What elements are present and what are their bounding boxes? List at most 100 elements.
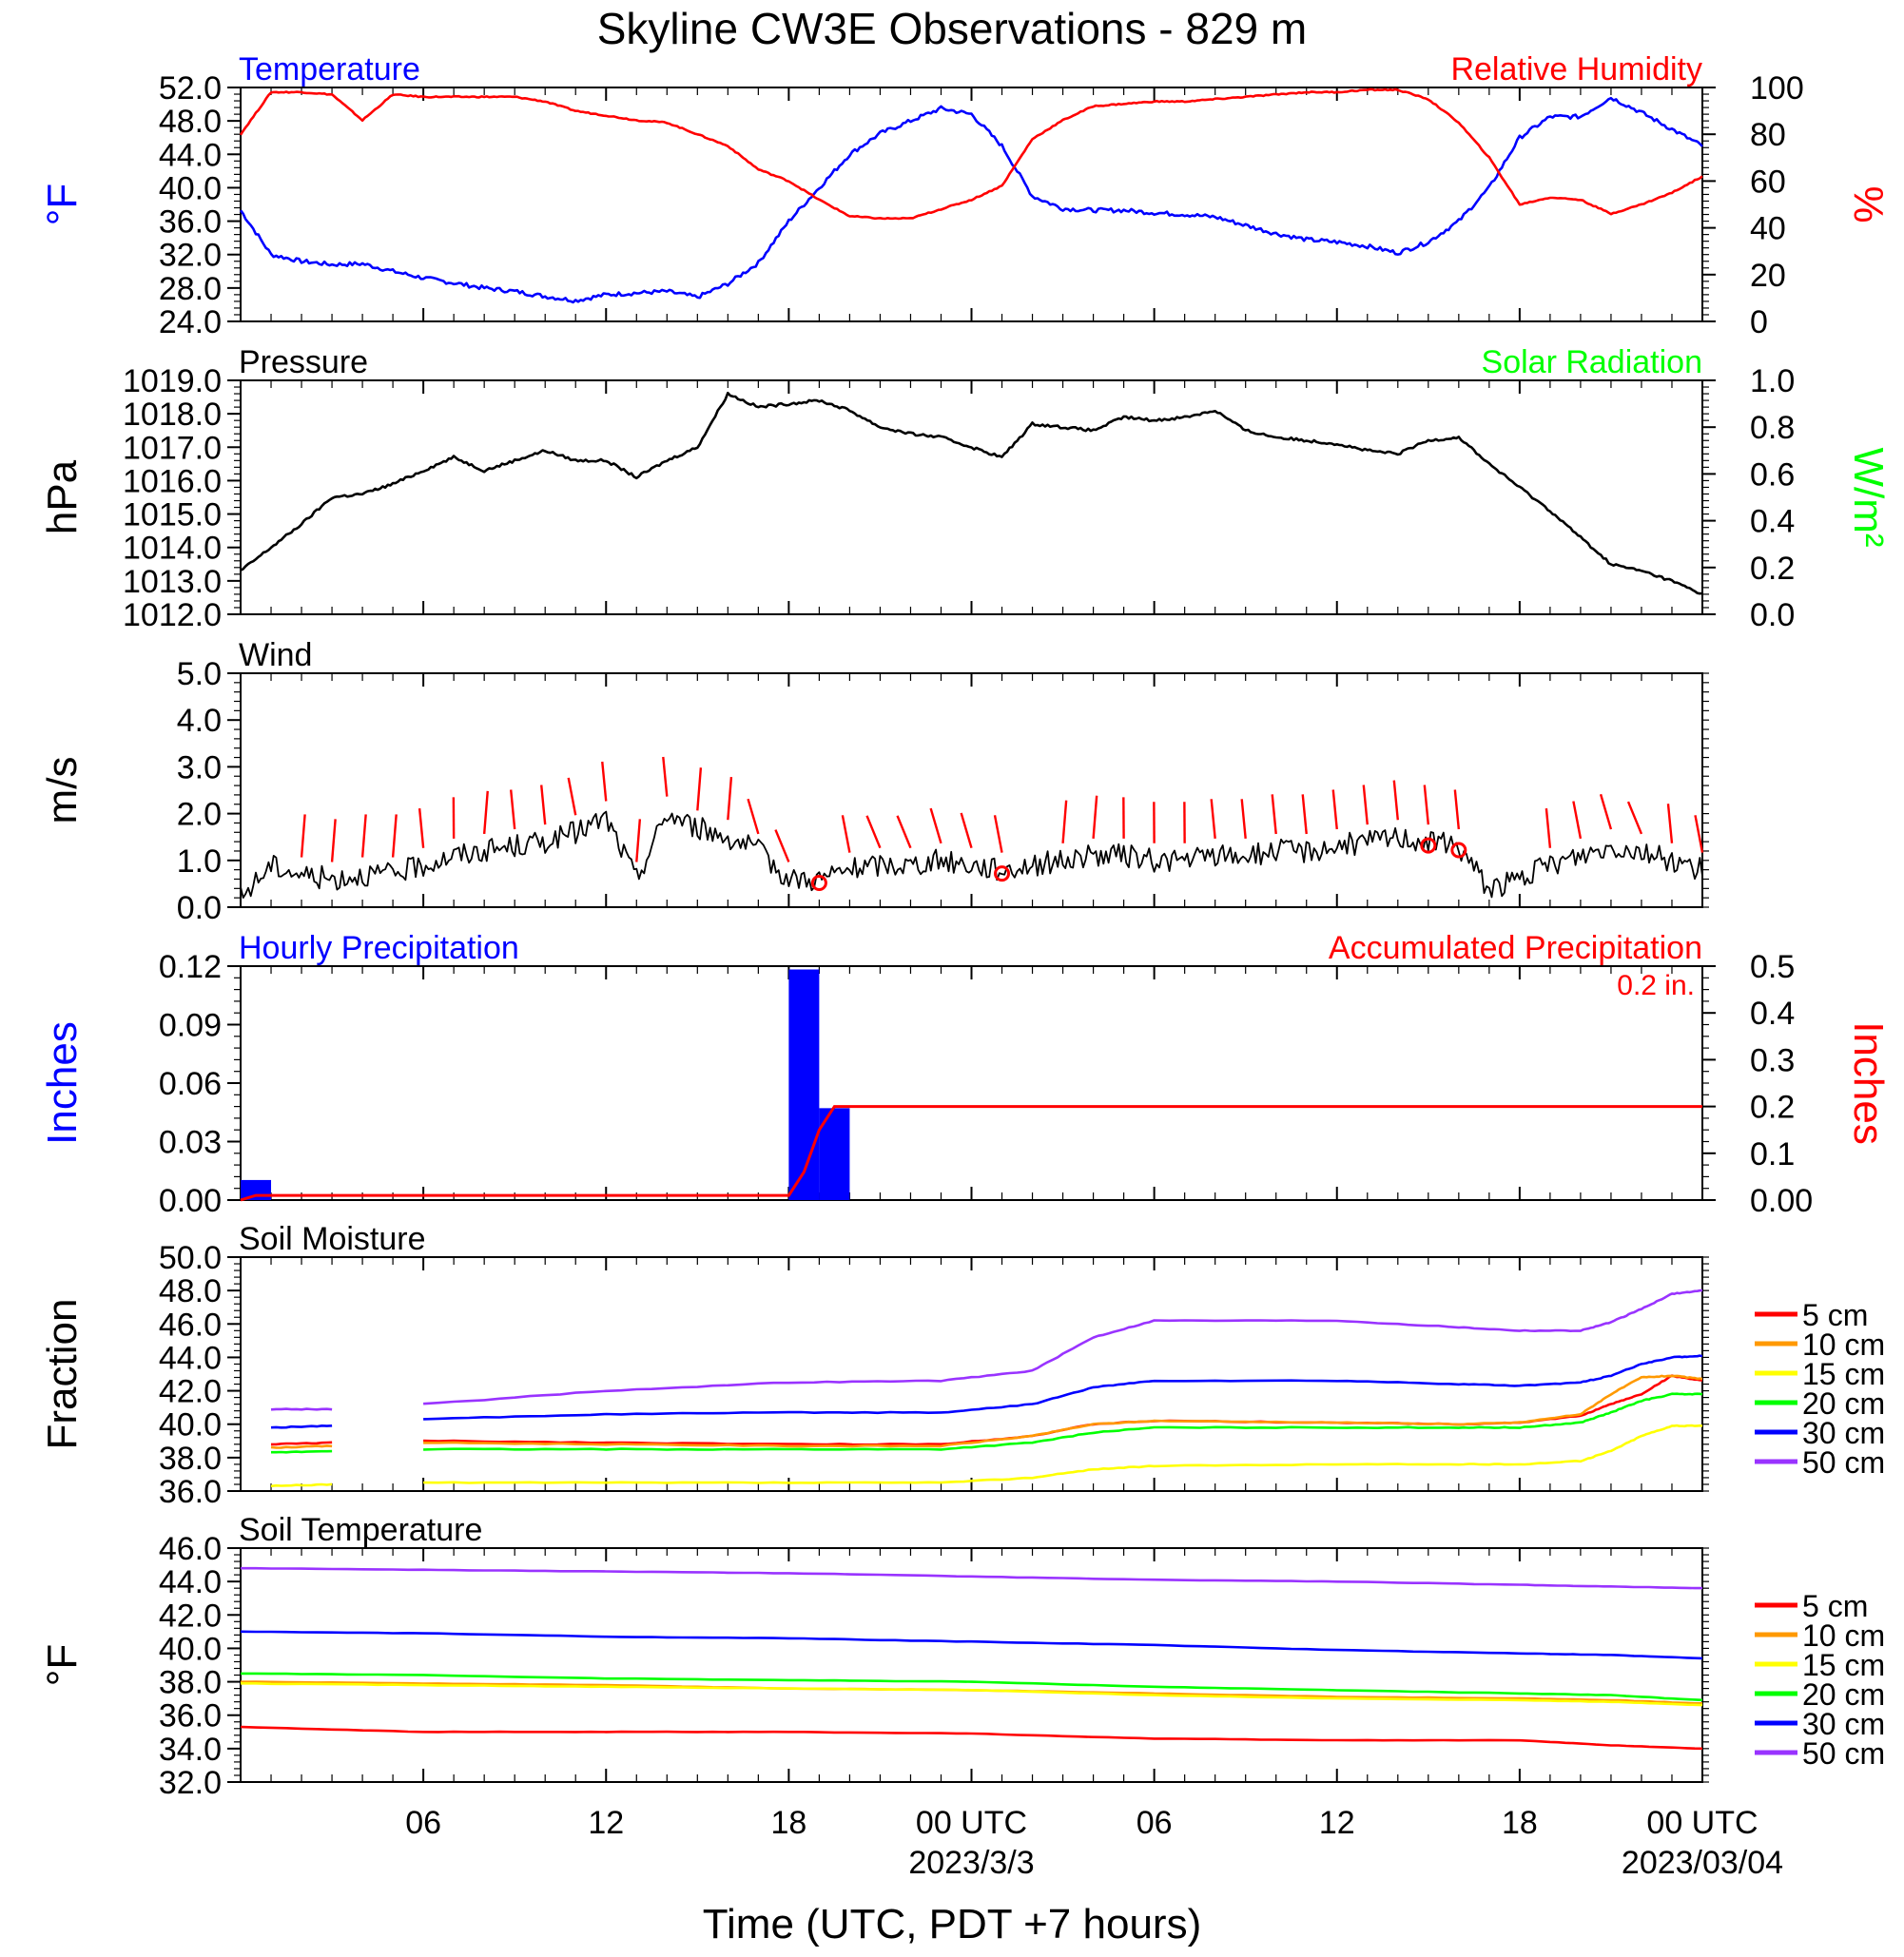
y-axis-title-left: Inches xyxy=(39,1021,86,1145)
series-line-15-cm xyxy=(270,1424,1703,1488)
x-axis-title: Time (UTC, PDT +7 hours) xyxy=(703,1901,1201,1947)
precip-bar xyxy=(241,1179,272,1200)
y-tick-label: 1013.0 xyxy=(123,564,222,600)
wind-barb xyxy=(360,814,367,858)
legend-label: 50 cm xyxy=(1802,1445,1885,1480)
y-right-tick-label: 0.4 xyxy=(1750,996,1795,1032)
y-tick-label: 46.0 xyxy=(159,1531,222,1567)
series-line-temperature xyxy=(239,96,1703,304)
y-tick-label: 0.12 xyxy=(159,949,222,985)
wind-barb xyxy=(929,807,942,844)
legend-label: 15 cm xyxy=(1802,1648,1885,1682)
panel-temperature-humidity: 52.048.044.040.036.032.028.024.0 100 80 60 4… xyxy=(39,51,1892,340)
series-line-5-cm xyxy=(240,1725,1703,1751)
y-right-tick-label: 1.0 xyxy=(1750,363,1795,399)
y-axis-title-left: hPa xyxy=(39,459,86,534)
legend-label: 10 cm xyxy=(1802,1618,1885,1653)
y-tick-label: 50.0 xyxy=(159,1240,222,1276)
x-tick-label: 00 UTC xyxy=(916,1805,1027,1841)
y-right-tick-label: 0.2 xyxy=(1750,551,1795,587)
panel-pressure-solar: 1019.01018.01017.01016.01015.01014.01013… xyxy=(39,344,1892,633)
y-tick-label: 3.0 xyxy=(177,749,222,785)
wind-barb xyxy=(896,815,912,849)
wind-barb xyxy=(865,815,882,849)
y-axis-title-right: % xyxy=(1845,185,1892,223)
y-tick-label: 0.03 xyxy=(159,1125,222,1161)
panel-title-left: Hourly Precipitation xyxy=(239,930,519,966)
y-tick-label: 2.0 xyxy=(177,797,222,833)
wind-barb xyxy=(1362,785,1369,825)
y-tick-label: 32.0 xyxy=(159,1765,222,1801)
y-tick-label: 0.00 xyxy=(159,1183,222,1219)
panel-title-left: Soil Temperature xyxy=(239,1512,482,1548)
y-right-tick-label: 0 xyxy=(1750,304,1768,340)
series-line-10-cm xyxy=(270,1374,1703,1449)
series-line-20-cm xyxy=(271,1392,1703,1454)
wind-barb xyxy=(1301,794,1308,835)
x-tick-label: 06 xyxy=(405,1805,441,1841)
y-tick-label: 40.0 xyxy=(159,1631,222,1667)
y-tick-label: 32.0 xyxy=(159,238,222,274)
legend-label: 10 cm xyxy=(1802,1327,1885,1362)
y-axis-title-left: °F xyxy=(39,1644,86,1686)
plot-frame xyxy=(240,87,1703,322)
series-line-30-cm xyxy=(240,1630,1703,1660)
y-axis-title-right: Inches xyxy=(1845,1021,1892,1145)
y-tick-label: 36.0 xyxy=(159,204,222,241)
wind-barb xyxy=(1666,804,1674,843)
wind-barb xyxy=(418,808,425,848)
y-tick-label: 44.0 xyxy=(159,1564,222,1600)
figure-title: Skyline CW3E Observations - 829 m xyxy=(597,4,1308,53)
wind-barb xyxy=(960,812,973,849)
panel-title-right: Solar Radiation xyxy=(1482,344,1702,380)
y-right-tick-label: 0.4 xyxy=(1750,504,1795,540)
y-tick-label: 0.06 xyxy=(159,1066,222,1102)
panel-title-left: Soil Moisture xyxy=(239,1221,426,1257)
x-tick-label: 18 xyxy=(770,1805,806,1841)
series-line-5-cm xyxy=(271,1374,1703,1446)
calm-marker xyxy=(810,874,827,891)
legend-label: 15 cm xyxy=(1802,1357,1885,1391)
y-tick-label: 0.0 xyxy=(177,890,222,926)
plot-frame xyxy=(240,965,1703,1201)
wind-barb xyxy=(509,789,516,830)
x-tick-label: 18 xyxy=(1502,1805,1538,1841)
y-right-tick-label: 40 xyxy=(1750,211,1786,247)
legend-label: 20 cm xyxy=(1802,1386,1885,1421)
wind-barb xyxy=(841,815,851,853)
y-tick-label: 1015.0 xyxy=(123,497,222,533)
y-right-tick-label: 0.2 xyxy=(1750,1090,1795,1126)
y-tick-label: 5.0 xyxy=(177,656,222,692)
legend-label: 5 cm xyxy=(1802,1298,1868,1332)
y-axis-title-left: Fraction xyxy=(39,1299,86,1450)
panel-title-left: Pressure xyxy=(239,344,368,380)
x-tick-label: 12 xyxy=(588,1805,624,1841)
wind-barb xyxy=(635,819,642,862)
series-line-50-cm xyxy=(270,1289,1703,1411)
wind-barb xyxy=(540,785,547,825)
wind-barb xyxy=(1599,793,1613,830)
y-axis-title-left: m/s xyxy=(39,757,86,824)
x-tick-label: 12 xyxy=(1319,1805,1355,1841)
panel-soil-moisture: 50.048.046.044.042.040.038.036.0 Soil Moi… xyxy=(39,1221,1885,1510)
y-right-tick-label: 100 xyxy=(1750,70,1804,107)
plot-frame xyxy=(240,672,1703,908)
wind-barb xyxy=(300,814,306,858)
y-right-tick-label: 80 xyxy=(1750,117,1786,153)
series-line-relative-humidity xyxy=(239,87,1703,221)
x-date-label: 2023/3/3 xyxy=(908,1845,1034,1881)
plot-frame xyxy=(240,379,1703,615)
y-tick-label: 34.0 xyxy=(159,1732,222,1768)
y-tick-label: 1019.0 xyxy=(123,363,222,399)
wind-barb xyxy=(1240,799,1247,839)
y-right-tick-label: 0.1 xyxy=(1750,1136,1795,1172)
wind-barb xyxy=(774,829,790,862)
panel-precipitation: 0.12 0.09 0.06 0.03 0.00 0.5 0.4 0.3 0.2 0.1 0.00 H… xyxy=(39,930,1892,1219)
series-line-pressure xyxy=(240,391,1703,595)
y-right-tick-label: 0.00 xyxy=(1750,1183,1813,1219)
y-right-tick-label: 0.5 xyxy=(1750,949,1795,985)
legend-label: 30 cm xyxy=(1802,1707,1885,1741)
y-right-tick-label: 20 xyxy=(1750,258,1786,294)
wind-barb xyxy=(1392,780,1399,821)
wind-barb xyxy=(482,790,489,835)
